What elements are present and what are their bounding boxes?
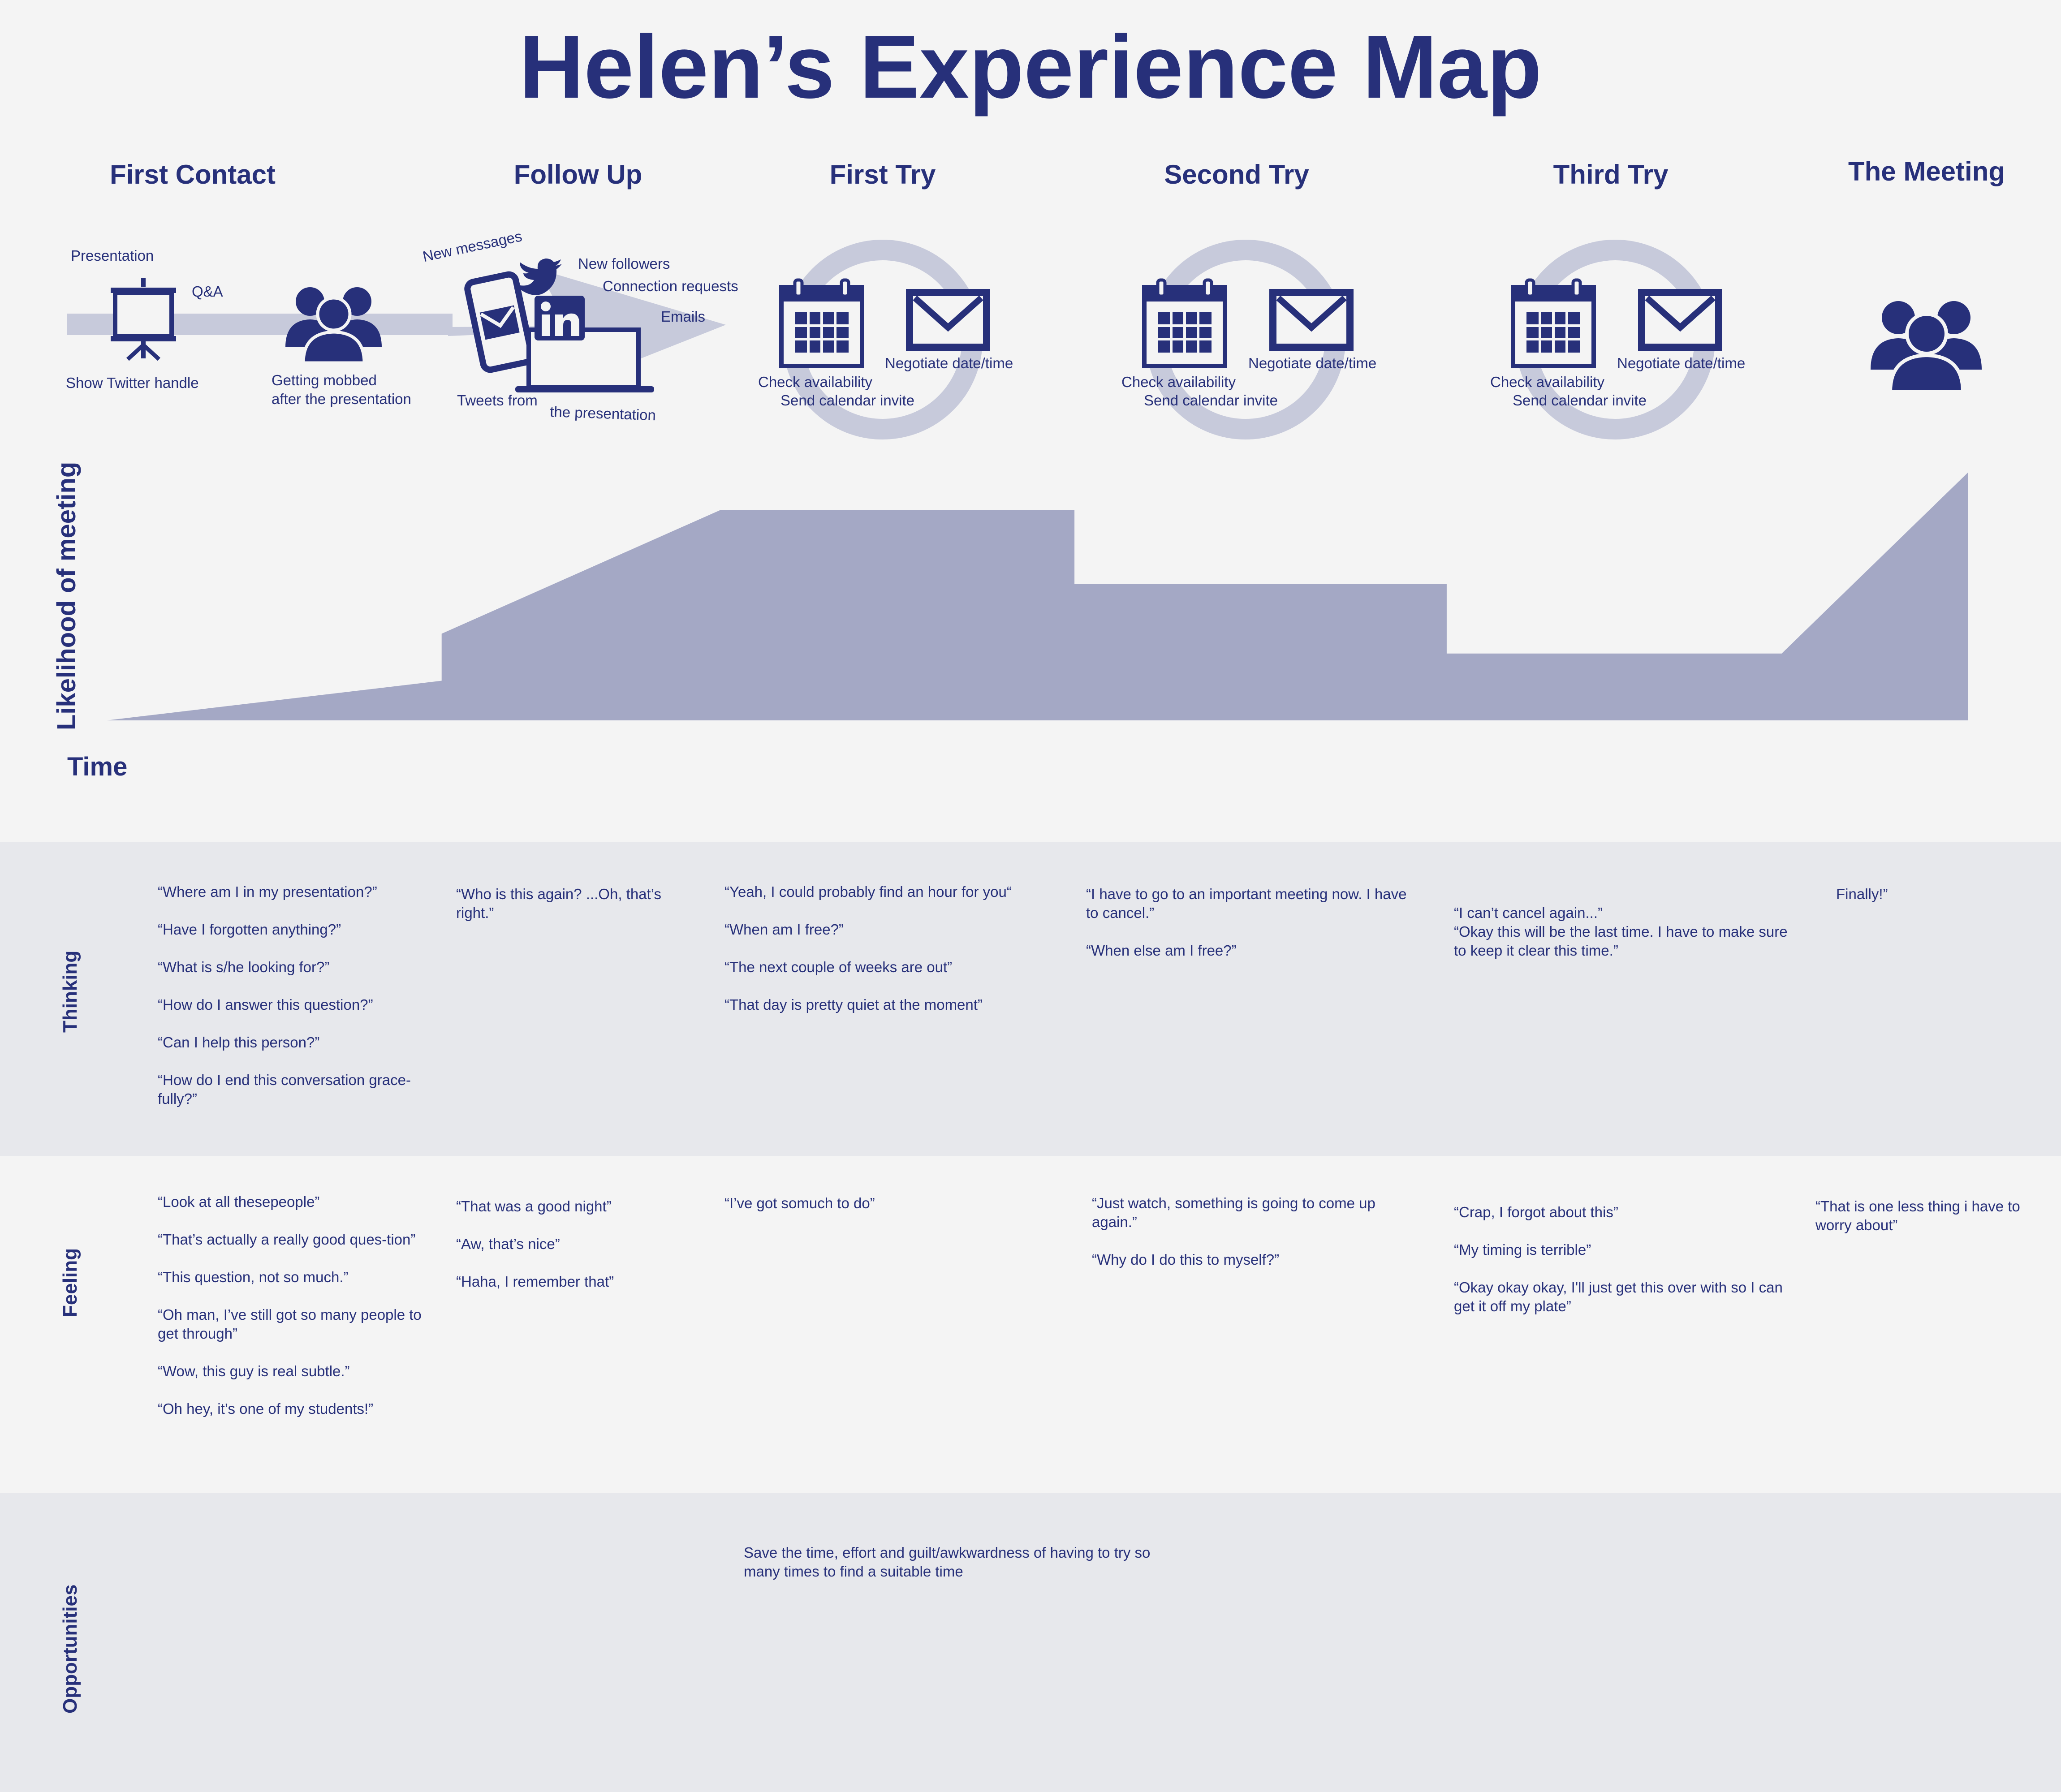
opportunities-band	[0, 1493, 2061, 1792]
quote: “Wow, this guy is real subtle.”	[158, 1363, 350, 1379]
quote: “How do I end this conversation grace-fu…	[158, 1072, 411, 1107]
quote: “What is s/he looking for?”	[158, 959, 330, 975]
feeling-first-try: “I’ve got somuch to do”	[724, 1194, 993, 1232]
quote: “Oh hey, it’s one of my students!”	[158, 1400, 374, 1417]
quote: “Oh man, I’ve still got so many people t…	[158, 1306, 422, 1342]
second-try-send-label: Send calendar invite	[1144, 392, 1278, 409]
feeling-third-try: “Crap, I forgot about this” “My timing i…	[1454, 1203, 1785, 1335]
stage-the-meeting: The Meeting	[1848, 156, 2005, 186]
quote: “This question, not so much.”	[158, 1269, 349, 1285]
thinking-second-try: “I have to go to an important meeting no…	[1086, 885, 1409, 979]
label-twitter-handle: Show Twitter handle	[66, 375, 199, 391]
chart-x-label: Time	[67, 752, 128, 781]
quote: “I’ve got somuch to do”	[724, 1195, 875, 1211]
second-try-mail-icon	[1269, 289, 1354, 351]
presentation-board-icon	[111, 278, 176, 361]
quote: “Crap, I forgot about this”	[1454, 1204, 1618, 1220]
quote: “That’s actually a really good ques-tion…	[158, 1231, 416, 1248]
twitter-bird-icon	[513, 258, 562, 295]
meeting-people-icon	[1871, 301, 1982, 394]
crowd-icon	[285, 287, 382, 365]
page-title: Helen’s Experience Map	[519, 17, 1542, 117]
stage-third-try: Third Try	[1553, 159, 1669, 190]
quote: “How do I answer this question?”	[158, 996, 373, 1013]
feeling-first-contact: “Look at all thesepeople” “That’s actual…	[158, 1193, 435, 1437]
quote: “That day is pretty quiet at the moment”	[724, 996, 983, 1013]
thinking-follow-up: “Who is this again? ...Oh, that’s right.…	[456, 885, 689, 941]
label-presentation: Presentation	[71, 247, 154, 264]
first-try-check-label: Check availability	[758, 374, 872, 390]
quote: “Can I help this person?”	[158, 1034, 320, 1051]
stage-first-try: First Try	[829, 159, 936, 190]
thinking-band	[0, 842, 2061, 1156]
quote: “Just watch, something is going to come …	[1092, 1195, 1375, 1230]
quote: “I have to go to an important meeting no…	[1086, 886, 1407, 921]
quote: “Who is this again? ...Oh, that’s right.…	[456, 886, 661, 921]
third-try-calendar-icon	[1511, 278, 1596, 368]
linkedin-icon	[535, 296, 585, 340]
label-tweets-from: Tweets from	[457, 392, 538, 409]
third-try-check-label: Check availability	[1490, 374, 1604, 390]
quote: “Have I forgotten anything?”	[158, 921, 341, 938]
thinking-third-try: “I can’t cancel again...” “Okay this wil…	[1454, 885, 1794, 998]
stage-first-contact: First Contact	[109, 159, 276, 190]
second-try-check-label: Check availability	[1121, 374, 1236, 390]
quote: “Okay okay okay, I'll just get this over…	[1454, 1279, 1783, 1314]
quote: “When am I free?”	[724, 921, 844, 938]
label-connection-requests: Connection requests	[603, 278, 738, 294]
label-mobbed-1: Getting mobbed	[272, 372, 377, 388]
opportunities-label: Opportunities	[59, 1584, 81, 1714]
thinking-the-meeting: Finally!”	[1836, 885, 2015, 922]
first-try-negotiate-label: Negotiate date/time	[885, 355, 1013, 371]
quote: “Aw, that’s nice”	[456, 1236, 560, 1252]
likelihood-chart	[107, 473, 1968, 720]
quote: “The next couple of weeks are out”	[724, 959, 953, 975]
first-try-mail-icon	[906, 289, 990, 351]
likelihood-area	[107, 473, 1968, 720]
first-try-calendar-icon	[779, 278, 864, 368]
quote: “That was a good night”	[456, 1198, 612, 1215]
label-new-followers: New followers	[578, 255, 670, 272]
stage-second-try: Second Try	[1164, 159, 1309, 190]
label-emails: Emails	[661, 308, 706, 325]
first-try-send-label: Send calendar invite	[780, 392, 915, 409]
quote: “When else am I free?”	[1086, 942, 1237, 959]
quote: “That is one less thing i have to worry …	[1815, 1198, 2020, 1233]
quote: “Yeah, I could probably find an hour for…	[724, 883, 1012, 900]
feeling-second-try: “Just watch, something is going to come …	[1092, 1194, 1406, 1288]
label-qa: Q&A	[192, 283, 223, 300]
quote: Finally!”	[1836, 886, 1888, 902]
opportunity-text: Save the time, effort and guilt/awkwardn…	[744, 1544, 1151, 1580]
feeling-follow-up: “That was a good night” “Aw, that’s nice…	[456, 1197, 689, 1310]
thinking-label: Thinking	[59, 950, 81, 1033]
feeling-label: Feeling	[59, 1248, 81, 1317]
third-try-negotiate-label: Negotiate date/time	[1617, 355, 1746, 371]
thinking-first-contact: “Where am I in my presentation?” “Have I…	[158, 883, 435, 1127]
label-mobbed-2: after the presentation	[272, 391, 411, 407]
quote: “Where am I in my presentation?”	[158, 883, 377, 900]
feeling-band	[0, 1156, 2061, 1493]
quote: “Haha, I remember that”	[456, 1273, 614, 1290]
second-try-calendar-icon	[1142, 278, 1227, 368]
quote: “Look at all thesepeople”	[158, 1193, 320, 1210]
quote: “Why do I do this to myself?”	[1092, 1251, 1280, 1268]
second-try-negotiate-label: Negotiate date/time	[1248, 355, 1377, 371]
third-try-mail-icon	[1638, 289, 1722, 351]
phone-mail-icon	[464, 271, 535, 373]
thinking-first-try: “Yeah, I could probably find an hour for…	[724, 883, 1065, 1033]
stage-follow-up: Follow Up	[513, 159, 642, 190]
quote: “My timing is terrible”	[1454, 1241, 1591, 1258]
third-try-send-label: Send calendar invite	[1513, 392, 1647, 409]
feeling-the-meeting: “That is one less thing i have to worry …	[1815, 1197, 2048, 1254]
quote: “I can’t cancel again...” “Okay this wil…	[1454, 905, 1788, 959]
